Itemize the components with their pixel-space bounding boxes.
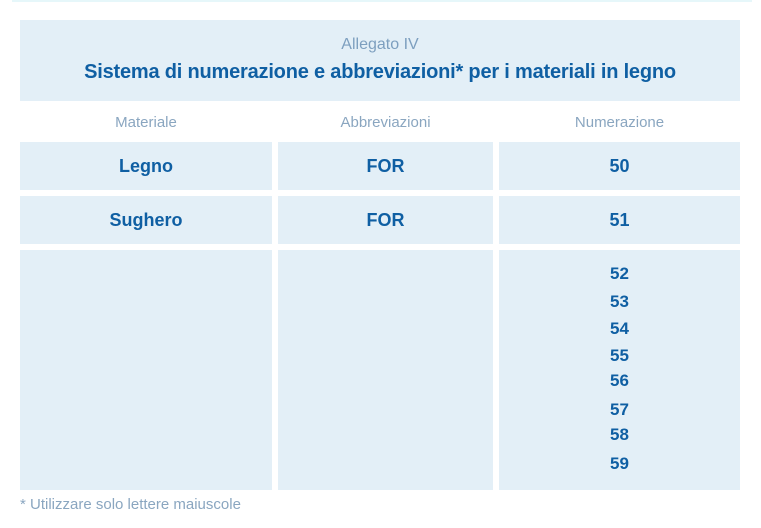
top-divider	[12, 0, 752, 2]
cell-abbreviazione-sughero: FOR	[278, 196, 493, 244]
number-57: 57	[610, 400, 629, 419]
cell-abbreviazione-empty	[278, 250, 493, 490]
column-header-abbreviazioni: Abbreviazioni	[340, 114, 431, 131]
footnote: * Utilizzare solo lettere maiuscole	[20, 496, 241, 513]
cell-materiale-empty	[20, 250, 272, 490]
cell-numerazione-sughero: 51	[499, 196, 740, 244]
number-53: 53	[610, 292, 629, 311]
cell-numerazione-list: 52 53 54 55 56 57 58 59	[499, 250, 740, 490]
annex-label: Allegato IV	[341, 36, 419, 53]
table-header-box: Allegato IV Sistema di numerazione e abb…	[20, 20, 740, 101]
number-58: 58	[610, 425, 629, 444]
number-55: 55	[610, 346, 629, 365]
number-56: 56	[610, 371, 629, 390]
cell-numerazione-legno: 50	[499, 142, 740, 190]
column-header-materiale: Materiale	[115, 114, 177, 131]
cell-materiale-legno: Legno	[20, 142, 272, 190]
cell-abbreviazione-legno: FOR	[278, 142, 493, 190]
cell-materiale-sughero: Sughero	[20, 196, 272, 244]
table-title: Sistema di numerazione e abbreviazioni* …	[84, 61, 676, 83]
number-59: 59	[610, 454, 629, 473]
number-54: 54	[610, 319, 629, 338]
number-52: 52	[610, 264, 629, 283]
column-header-numerazione: Numerazione	[574, 114, 665, 131]
